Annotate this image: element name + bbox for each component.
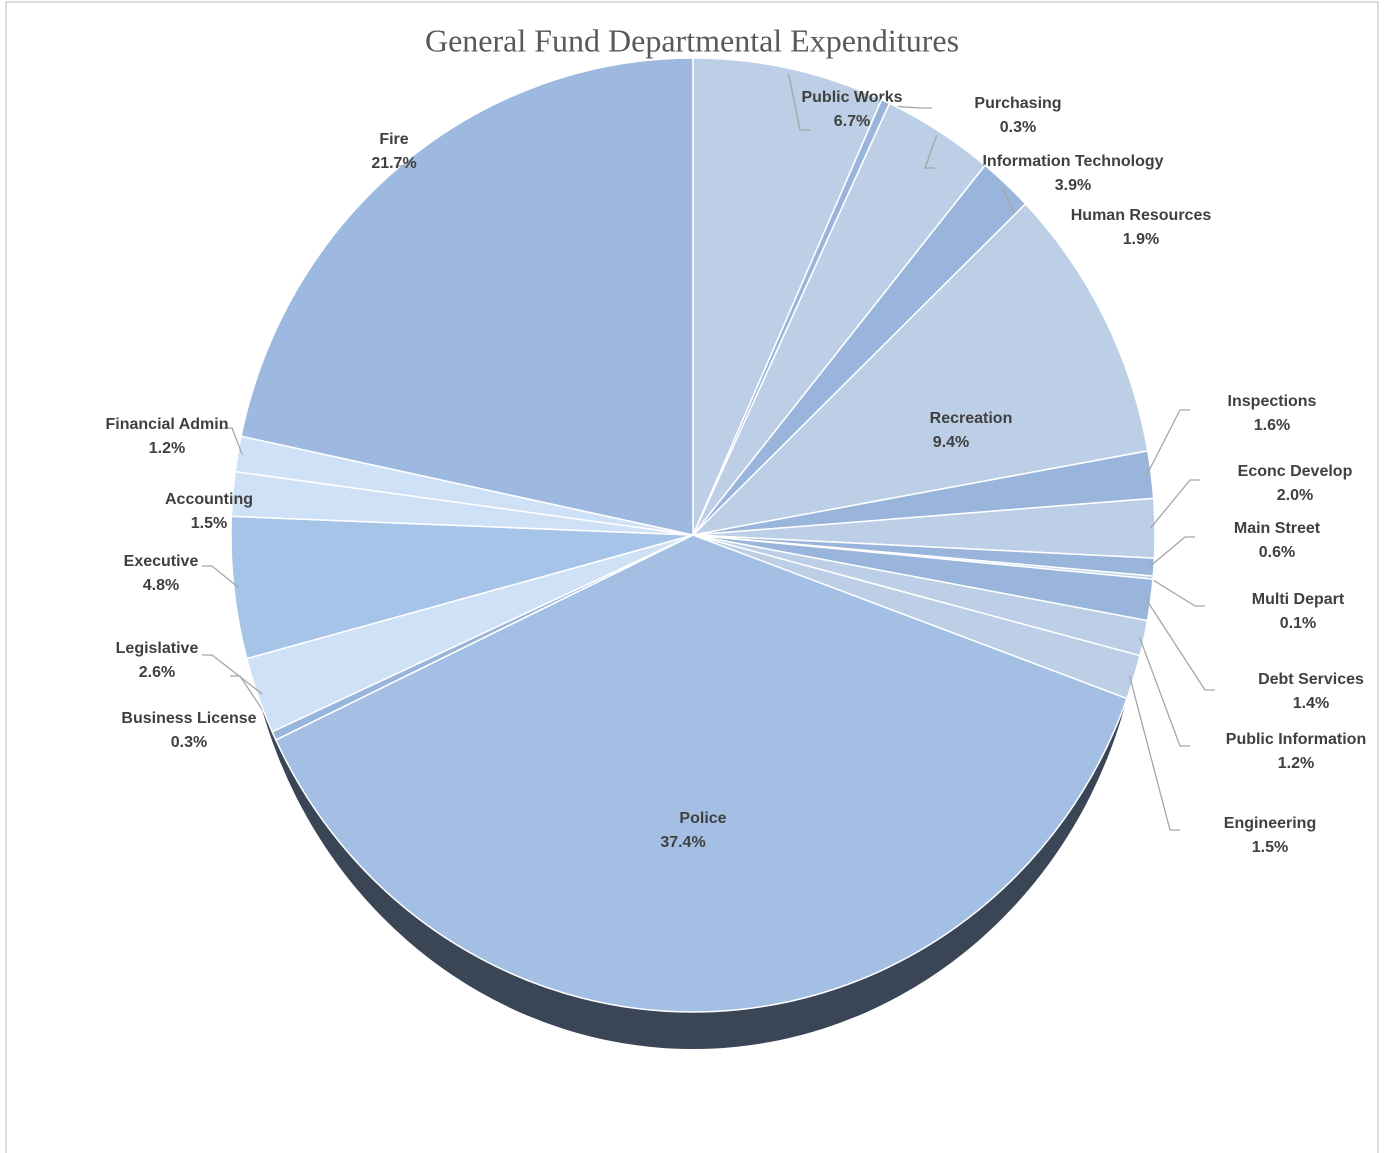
- slice-label: Multi Depart: [1252, 591, 1345, 608]
- slice-value: 0.6%: [1259, 544, 1295, 561]
- slice-label: Legislative: [116, 640, 199, 657]
- slice-label: Financial Admin: [106, 416, 229, 433]
- pie-slice: [274, 534, 1128, 1013]
- slice-label: Engineering: [1224, 815, 1316, 832]
- slice-label: Information Technology: [982, 153, 1163, 170]
- slice-label: Econc Develop: [1238, 463, 1353, 480]
- slice-label: Inspections: [1228, 393, 1317, 410]
- slice-value: 1.9%: [1123, 231, 1159, 248]
- slice-value: 1.4%: [1293, 695, 1329, 712]
- leader-line: [1149, 479, 1200, 529]
- slice-value: 1.6%: [1254, 417, 1290, 434]
- slice-label: Public Information: [1226, 731, 1366, 748]
- slice-label: Debt Services: [1258, 671, 1364, 688]
- slice-label: Main Street: [1234, 520, 1321, 537]
- pie-slice: [692, 57, 883, 536]
- slice-value: 2.0%: [1277, 487, 1313, 504]
- pie-slice: [690, 202, 1149, 537]
- slice-label: Recreation: [930, 410, 1013, 427]
- slice-label: Public Works: [801, 89, 902, 106]
- slice-label: Purchasing: [974, 95, 1061, 112]
- slice-label: Fire: [379, 131, 408, 148]
- leader-line: [222, 427, 243, 455]
- leader-line: [202, 565, 239, 589]
- slice-value: 0.3%: [171, 734, 207, 751]
- slice-value: 3.9%: [1055, 177, 1091, 194]
- slice-value: 2.6%: [139, 664, 175, 681]
- slice-value: 6.7%: [834, 113, 870, 130]
- leader-line: [1148, 576, 1205, 607]
- leader-line: [787, 73, 810, 131]
- slice-value: 1.2%: [149, 440, 185, 457]
- leader-line: [1148, 536, 1195, 568]
- leader-line: [1145, 598, 1215, 691]
- slice-label: Executive: [124, 553, 199, 570]
- slice-value: 1.5%: [1252, 839, 1288, 856]
- slice-value: 0.3%: [1000, 119, 1036, 136]
- slice-value: 4.8%: [143, 577, 179, 594]
- leader-line: [398, 165, 411, 169]
- slice-label: Police: [679, 810, 726, 827]
- leader-line: [1138, 636, 1190, 747]
- slice-value: 37.4%: [660, 834, 705, 851]
- slice-label: Accounting: [165, 491, 253, 508]
- slice-value: 21.7%: [371, 155, 416, 172]
- leader-line: [1146, 409, 1190, 476]
- slice-value: 1.5%: [191, 515, 227, 532]
- leader-line: [924, 135, 938, 169]
- leader-line: [1128, 675, 1180, 831]
- pie-slice: [240, 57, 694, 536]
- chart-title: General Fund Departmental Expenditures: [425, 22, 959, 58]
- leader-line: [202, 654, 263, 695]
- slice-value: 9.4%: [933, 434, 969, 451]
- slice-value: 0.1%: [1280, 615, 1316, 632]
- slice-value: 1.2%: [1278, 755, 1314, 772]
- slice-label: Business License: [121, 710, 256, 727]
- slice-label: Human Resources: [1071, 207, 1212, 224]
